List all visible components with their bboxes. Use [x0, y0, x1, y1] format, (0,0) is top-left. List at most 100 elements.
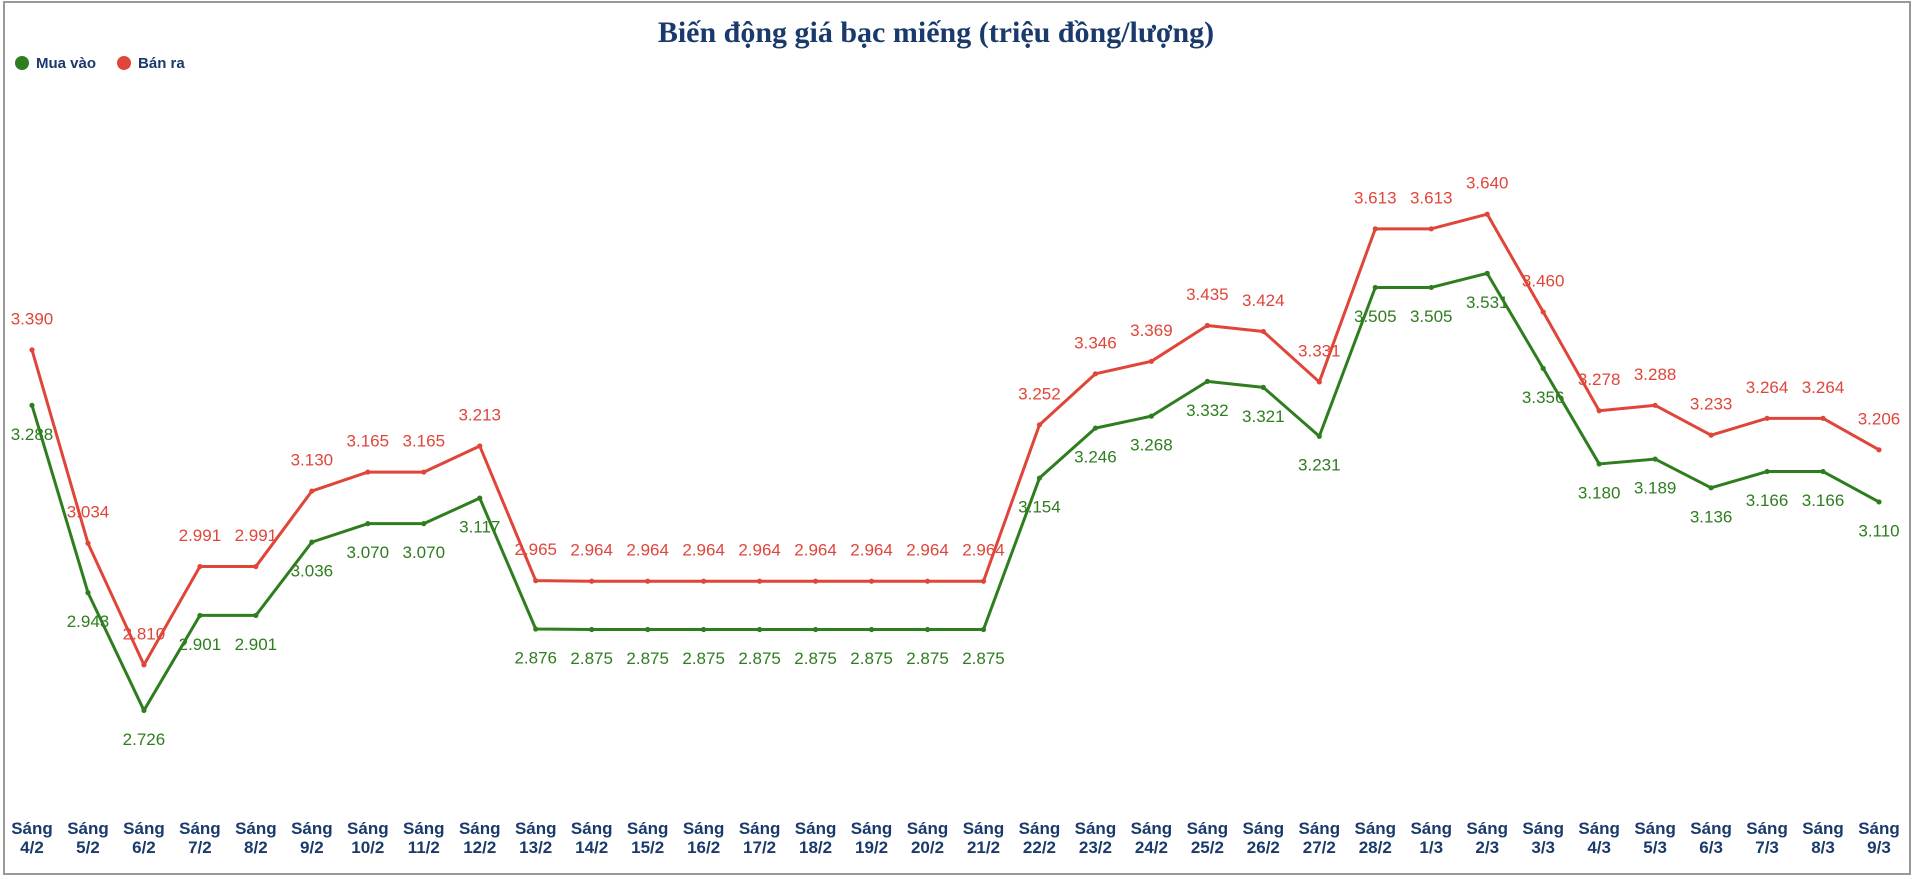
- data-label: 2.964: [850, 541, 893, 560]
- point: [757, 578, 763, 584]
- point: [1708, 432, 1714, 438]
- x-tick-label: Sáng 20/2: [907, 819, 949, 857]
- point: [141, 662, 147, 668]
- legend-marker: [15, 56, 29, 70]
- point: [197, 563, 203, 570]
- data-label: 2.901: [235, 635, 278, 654]
- point: [1820, 415, 1826, 421]
- data-label: 2.875: [738, 649, 781, 668]
- point: [1316, 379, 1322, 385]
- data-label: 3.166: [1802, 491, 1845, 510]
- data-label: 3.233: [1690, 395, 1733, 414]
- point: [253, 563, 259, 570]
- data-label: 3.356: [1522, 388, 1565, 407]
- x-tick-label: Sáng 7/2: [179, 819, 221, 857]
- line: [30, 271, 1880, 712]
- point: [365, 469, 371, 475]
- data-label: 3.110: [1858, 521, 1899, 540]
- point: [1484, 211, 1490, 217]
- x-tick-label: Sáng 5/3: [1634, 819, 1676, 857]
- data-label: 3.206: [1858, 409, 1901, 428]
- point: [1316, 433, 1322, 439]
- point: [868, 578, 875, 584]
- point: [197, 612, 203, 619]
- data-label: 3.268: [1130, 436, 1173, 455]
- point: [1596, 408, 1602, 414]
- point: [477, 495, 483, 501]
- data-label: 3.070: [347, 543, 390, 562]
- point: [1876, 447, 1882, 453]
- x-tick-label: Sáng 8/3: [1802, 819, 1844, 857]
- point: [253, 612, 259, 619]
- data-label: 3.288: [1634, 365, 1677, 384]
- x-tick-label: Sáng 9/2: [291, 819, 333, 857]
- point: [1428, 284, 1434, 291]
- data-label: 3.264: [1802, 378, 1845, 397]
- data-label: 2.943: [67, 612, 110, 631]
- data-label: 3.034: [67, 503, 110, 522]
- data-label: 3.505: [1354, 307, 1397, 326]
- point: [980, 626, 987, 633]
- data-label: 3.460: [1522, 271, 1565, 290]
- point: [868, 626, 875, 633]
- point: [1036, 422, 1043, 428]
- data-label: 2.875: [626, 649, 669, 668]
- point: [29, 402, 35, 408]
- point: [533, 626, 539, 632]
- data-label: 3.117: [459, 518, 500, 537]
- data-label: 2.875: [850, 649, 893, 668]
- data-label: 3.264: [1746, 378, 1789, 397]
- x-tick-label: Sáng 26/2: [1243, 819, 1285, 857]
- data-label: 3.252: [1018, 384, 1061, 403]
- x-tick-label: Sáng 25/2: [1187, 819, 1229, 857]
- line: [30, 212, 1880, 667]
- data-label: 3.231: [1298, 456, 1341, 475]
- point: [477, 443, 483, 449]
- data-label: 3.246: [1074, 448, 1117, 467]
- data-label: 3.331: [1298, 341, 1341, 360]
- x-tick-label: Sáng 11/2: [403, 819, 445, 857]
- data-label: 2.901: [179, 635, 222, 654]
- data-label: 2.964: [682, 541, 725, 560]
- x-tick-label: Sáng 12/2: [459, 819, 501, 857]
- point: [1764, 415, 1770, 421]
- data-label: 2.726: [123, 730, 166, 749]
- data-label: 3.165: [347, 432, 390, 451]
- point: [309, 488, 315, 494]
- x-tick-label: Sáng 28/2: [1354, 819, 1396, 857]
- point: [1484, 270, 1490, 276]
- x-tick-label: Sáng 18/2: [795, 819, 837, 857]
- data-label: 2.875: [962, 649, 1005, 668]
- x-tick-label: Sáng 4/3: [1578, 819, 1620, 857]
- point: [29, 347, 35, 353]
- legend-marker: [117, 56, 132, 70]
- point: [141, 707, 147, 714]
- data-label: 3.213: [458, 405, 501, 424]
- data-label: 2.964: [738, 541, 781, 560]
- data-label: 3.390: [11, 309, 54, 328]
- x-tick-label: Sáng 17/2: [739, 819, 781, 857]
- data-label: 3.278: [1578, 370, 1621, 389]
- point: [812, 578, 819, 584]
- point: [421, 469, 427, 475]
- data-label: 2.964: [906, 541, 949, 560]
- data-label: 2.875: [906, 649, 949, 668]
- point: [421, 521, 427, 527]
- x-tick-label: Sáng 6/3: [1690, 819, 1732, 857]
- data-label: 3.130: [291, 451, 334, 470]
- x-tick-label: Sáng 14/2: [571, 819, 613, 857]
- data-label: 2.875: [794, 649, 837, 668]
- data-label: 2.964: [962, 541, 1005, 560]
- point: [1652, 456, 1658, 462]
- point: [1036, 475, 1043, 481]
- data-label: 3.189: [1634, 479, 1677, 498]
- point: [1204, 322, 1210, 329]
- data-label: 3.369: [1130, 321, 1173, 340]
- point: [645, 626, 651, 633]
- data-label: 3.036: [291, 562, 334, 581]
- point: [1540, 365, 1546, 371]
- x-tick-label: Sáng 24/2: [1131, 819, 1173, 857]
- data-label: 2.964: [570, 541, 613, 560]
- data-label: 2.875: [570, 649, 613, 668]
- point: [645, 578, 651, 584]
